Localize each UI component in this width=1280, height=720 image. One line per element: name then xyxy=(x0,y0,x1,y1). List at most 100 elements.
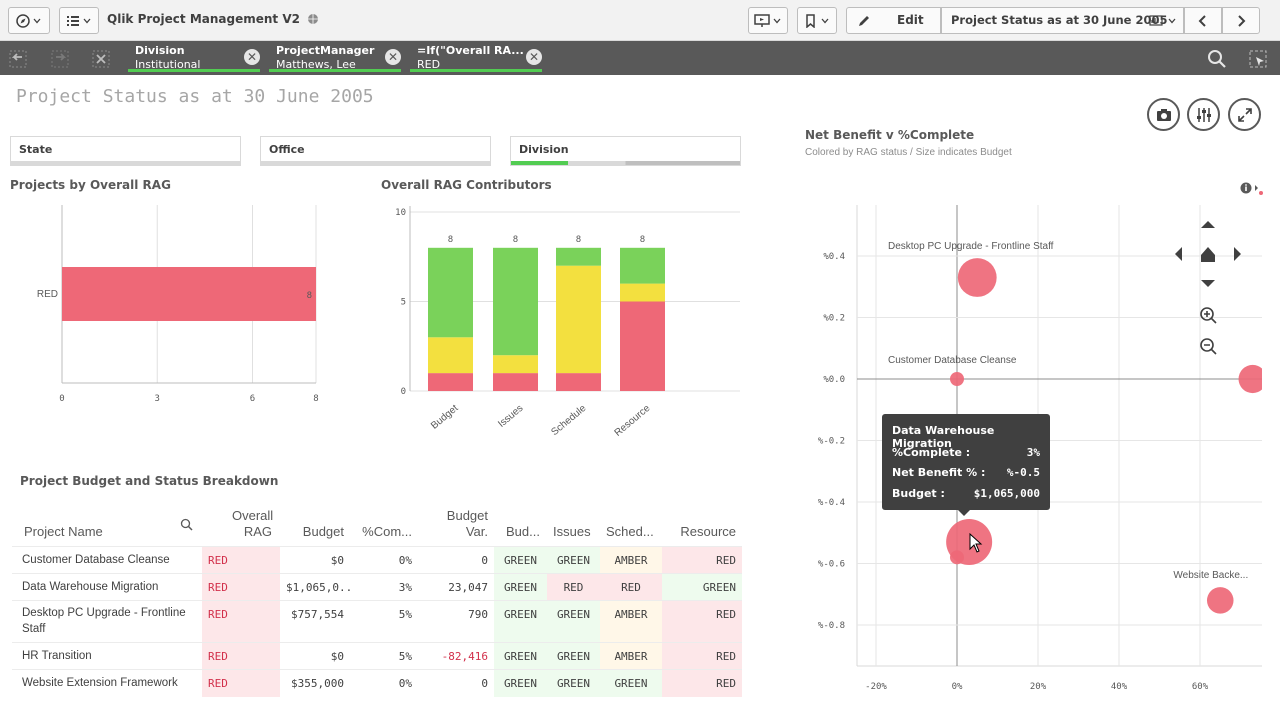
table-cell: RED xyxy=(202,574,280,601)
header-label: Sched... xyxy=(606,524,654,539)
snapshot-button[interactable] xyxy=(1147,98,1180,131)
zoom-in-icon[interactable] xyxy=(1200,307,1217,324)
bar-segment-amber xyxy=(556,265,601,374)
table-cell: 790 xyxy=(468,608,488,621)
table-row[interactable]: Customer Database Cleanse RED $0 0% 0 GREEN GR… xyxy=(12,546,742,574)
point-label: Customer Database Cleanse xyxy=(888,355,1017,366)
bar-segment-amber xyxy=(428,337,473,374)
remove-selection-icon[interactable]: ✕ xyxy=(244,49,260,65)
table-row[interactable]: Desktop PC Upgrade - Frontline Staff RED $… xyxy=(12,600,742,643)
y-tick-label: %0.0 xyxy=(823,375,845,385)
scatter-chart-subtitle: Colored by RAG status / Size indicates B… xyxy=(805,147,1012,158)
selection-chip-projectmanager[interactable]: ProjectManager Matthews, Lee ✕ xyxy=(269,41,405,75)
pan-right-icon[interactable] xyxy=(1234,247,1241,261)
column-header-schedule[interactable]: Sched... xyxy=(600,500,662,546)
previous-sheet-button[interactable] xyxy=(1184,7,1222,34)
table-cell: RED xyxy=(202,547,280,574)
table-row[interactable]: Data Warehouse Migration RED $1,065,0... 3%… xyxy=(12,573,742,601)
y-tick-label: %-0.2 xyxy=(818,437,845,447)
search-icon[interactable] xyxy=(180,518,194,532)
column-header-project-name[interactable]: Project Name xyxy=(12,500,202,546)
search-button[interactable] xyxy=(1206,49,1228,73)
global-menu-button[interactable] xyxy=(59,7,99,34)
column-header-complete[interactable]: %Com... xyxy=(350,500,418,546)
pan-left-icon[interactable] xyxy=(1175,247,1182,261)
table-row[interactable]: Website Extension Framework RED $355,000 0%… xyxy=(12,669,742,697)
filter-label: Office xyxy=(269,143,305,156)
table-cell: RED xyxy=(662,547,742,574)
home-icon[interactable] xyxy=(1201,247,1215,262)
x-tick-label: 6 xyxy=(250,394,255,404)
table-cell: RED xyxy=(202,670,280,697)
scatter-tooltip: Data Warehouse Migration %Complete : 3% … xyxy=(882,414,1050,516)
sheets-icon xyxy=(1149,15,1176,26)
table-cell: RED xyxy=(202,643,280,670)
selections-tool-icon xyxy=(1249,50,1267,68)
table-cell: GREEN xyxy=(494,601,547,643)
app-title-text: Qlik Project Management V2 xyxy=(107,12,300,26)
info-icon xyxy=(1240,182,1263,195)
selection-value: Matthews, Lee xyxy=(276,58,356,71)
filter-bar xyxy=(11,161,240,165)
selection-field: ProjectManager xyxy=(276,44,375,57)
sheet-selector[interactable]: Project Status as at 30 June 2005 xyxy=(941,7,1184,34)
step-back-button[interactable] xyxy=(8,49,34,73)
compass-icon xyxy=(16,13,41,28)
zoom-out-icon[interactable] xyxy=(1200,338,1217,355)
column-header-budget[interactable]: Budget xyxy=(280,500,350,546)
scatter-points xyxy=(946,258,1262,614)
x-tick-label: 0 xyxy=(59,394,64,404)
exploration-menu-button[interactable] xyxy=(1187,98,1220,131)
filter-office[interactable]: Office xyxy=(260,136,491,166)
y-tick-label: %0.4 xyxy=(823,252,845,262)
remove-selection-icon[interactable]: ✕ xyxy=(385,49,401,65)
clear-all-button[interactable] xyxy=(91,49,117,73)
column-header-budget-var[interactable]: Budget Var. xyxy=(418,500,494,546)
point-label: Website Backe... xyxy=(1173,570,1248,581)
contributors-bar-chart[interactable]: 0 5 10 8 Budget 8 Issues 8 Schedule 8 Resource xyxy=(380,195,750,445)
table-cell: $1,065,0... xyxy=(286,581,350,594)
present-button[interactable] xyxy=(748,7,788,34)
rag-bar-chart[interactable]: 0 3 6 8 RED 8 xyxy=(0,195,340,420)
y-tick-label: 0 xyxy=(401,387,406,397)
y-tick-label: %0.2 xyxy=(823,314,845,324)
next-sheet-button[interactable] xyxy=(1222,7,1260,34)
navigation-menu-button[interactable] xyxy=(8,7,50,34)
table-cell: 5% xyxy=(398,608,412,621)
selection-bar xyxy=(128,69,260,72)
fullscreen-button[interactable] xyxy=(1228,98,1261,131)
app-toolbar: Qlik Project Management V2 Edit Project … xyxy=(0,0,1280,41)
scatter-point xyxy=(1206,587,1234,614)
table-cell: $757,554 xyxy=(291,608,344,621)
filter-division[interactable]: Division xyxy=(510,136,741,166)
column-header-overall-rag[interactable]: Overall RAG xyxy=(202,500,280,546)
step-forward-button[interactable] xyxy=(50,49,76,73)
selections-tool-button[interactable] xyxy=(1248,49,1270,73)
selection-value: RED xyxy=(417,58,441,71)
info-button[interactable] xyxy=(1240,181,1264,200)
table-cell: HR Transition xyxy=(22,650,92,662)
x-tick-label: 3 xyxy=(155,394,160,404)
filter-state[interactable]: State xyxy=(10,136,241,166)
camera-icon xyxy=(1156,108,1171,121)
selection-chip-division[interactable]: Division Institutional ✕ xyxy=(128,41,264,75)
y-tick-label: %-0.8 xyxy=(818,621,845,631)
y-tick-label: %-0.4 xyxy=(818,498,845,508)
column-header-issues[interactable]: Issues xyxy=(547,500,600,546)
bookmark-button[interactable] xyxy=(797,7,837,34)
table-cell: GREEN xyxy=(547,547,600,574)
globe-icon xyxy=(308,14,319,24)
pan-up-icon[interactable] xyxy=(1201,221,1215,228)
table-row[interactable]: HR Transition RED $0 5% -82,416 GREEN GREEN AMB… xyxy=(12,642,742,670)
column-header-budget-rag[interactable]: Bud... xyxy=(494,500,547,546)
filter-label: Division xyxy=(519,143,569,156)
selection-chip-overall-rag[interactable]: =If("Overall RA... RED ✕ xyxy=(410,41,546,75)
column-header-resource[interactable]: Resource xyxy=(662,500,742,546)
bar-total-label: 8 xyxy=(448,235,453,245)
x-tick-label: -20% xyxy=(865,682,887,692)
pan-down-icon[interactable] xyxy=(1201,280,1215,287)
edit-button[interactable]: Edit xyxy=(846,7,941,34)
bar-segment-green xyxy=(493,247,538,356)
bar-total-label: 8 xyxy=(513,235,518,245)
remove-selection-icon[interactable]: ✕ xyxy=(526,49,542,65)
